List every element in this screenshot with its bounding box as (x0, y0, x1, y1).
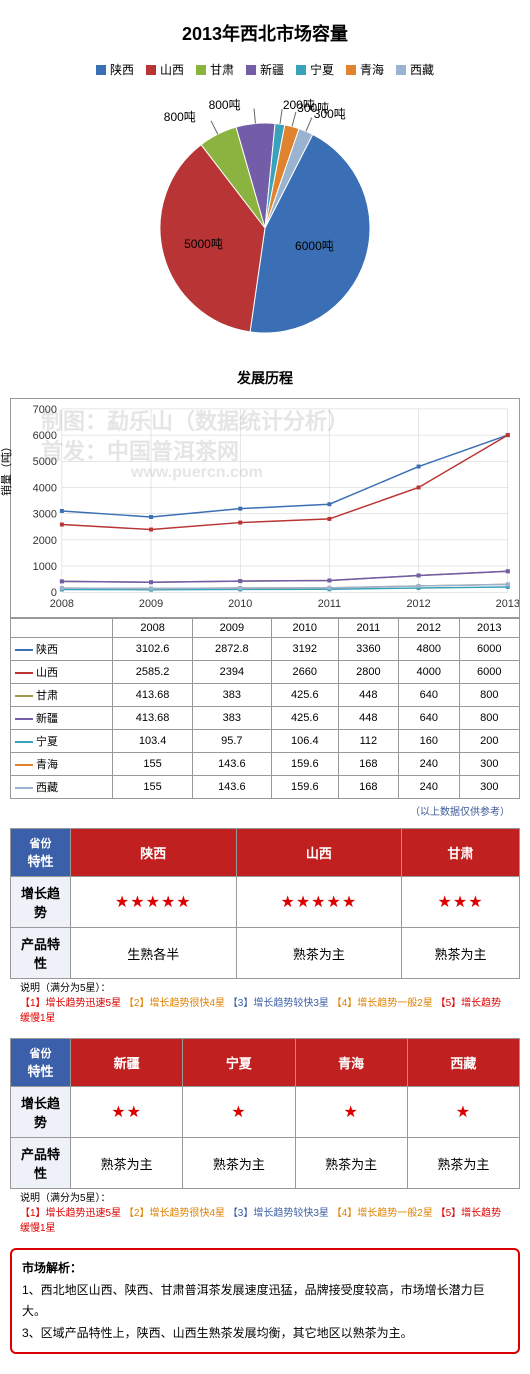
svg-text:2000: 2000 (33, 535, 57, 547)
pie-title: 2013年西北市场容量 (10, 20, 520, 46)
line-title: 发展历程 (10, 368, 520, 388)
char-table-2: 省份特性 新疆宁夏青海西藏 增长趋势★★★★★ 产品特性熟茶为主熟茶为主熟茶为主… (10, 1038, 520, 1189)
line-chart: 制图：勐乐山（数据统计分析） 首发：中国普洱茶网 www.puercn.com … (10, 398, 520, 618)
svg-text:2012: 2012 (406, 598, 430, 610)
stars: ★★★★★ (115, 894, 192, 911)
data-table: 200820092010201120122013陕西3102.62872.831… (10, 618, 520, 799)
pie-chart: 6000吨5000吨800吨800吨200吨300吨300吨 (105, 88, 425, 348)
note-2: 说明（满分为5星）：【1】增长趋势迅速5星 【2】增长趋势很快4星 【3】增长趋… (20, 1191, 510, 1236)
svg-text:2010: 2010 (228, 598, 252, 610)
svg-text:4000: 4000 (33, 482, 57, 494)
svg-text:3000: 3000 (33, 509, 57, 521)
svg-text:7000: 7000 (33, 404, 57, 416)
pie-legend: 陕西山西甘肃新疆宁夏青海西藏 (10, 61, 520, 78)
svg-text:2008: 2008 (50, 598, 74, 610)
svg-text:1000: 1000 (33, 561, 57, 573)
note-1: 说明（满分为5星）：【1】增长趋势迅速5星 【2】增长趋势很快4星 【3】增长趋… (20, 981, 510, 1026)
svg-text:2011: 2011 (318, 598, 341, 610)
svg-text:6000: 6000 (33, 430, 57, 442)
note-right: （以上数据仅供参考） (10, 803, 510, 818)
char-table-1: 省份特性 陕西山西甘肃 增长趋势★★★★★★★★★★★★★ 产品特性生熟各半熟茶… (10, 828, 520, 979)
svg-text:2013: 2013 (496, 598, 519, 610)
analysis-box: 市场解析： 1、西北地区山西、陕西、甘肃普洱茶发展速度迅猛，品牌接受度较高，市场… (10, 1248, 520, 1354)
svg-text:2009: 2009 (139, 598, 163, 610)
svg-text:5000: 5000 (33, 456, 57, 468)
